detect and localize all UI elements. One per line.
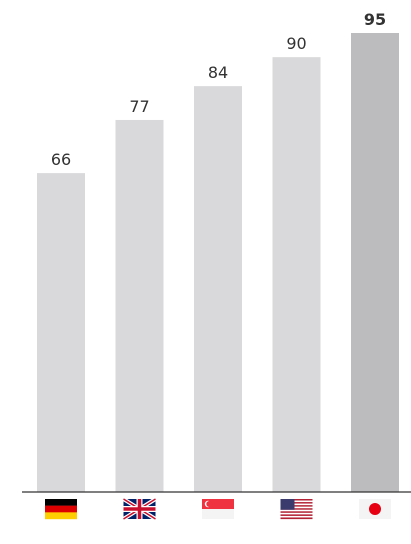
flag-stripe (280, 502, 313, 504)
value-label: 77 (129, 97, 149, 116)
flag-cross (123, 499, 156, 519)
flag-stripe (280, 506, 313, 509)
flag-stripe (280, 514, 313, 517)
flag-stripe (280, 511, 313, 513)
flag-icon (202, 499, 234, 519)
flag-stripe (280, 499, 313, 501)
bar (37, 173, 85, 492)
flag-canton (280, 499, 295, 510)
flag-stripe (280, 515, 313, 518)
bar (272, 57, 321, 492)
bar (194, 86, 242, 492)
bar (115, 119, 164, 493)
flag-moon (206, 501, 213, 507)
value-label: 66 (51, 150, 71, 169)
flag-stripe (45, 499, 77, 506)
flag-stripe (280, 517, 313, 520)
flag-stripe (280, 508, 313, 510)
flag-icon (359, 499, 391, 519)
value-label: 90 (286, 34, 306, 53)
flag-stripe (45, 505, 77, 513)
flag-disc (369, 503, 381, 515)
flag-stripe (280, 500, 313, 503)
flag-stripe (280, 509, 313, 512)
value-label: 84 (208, 63, 228, 82)
value-label: 95 (364, 10, 386, 29)
flag-stripe (280, 512, 313, 515)
flag-stripe (280, 503, 313, 506)
bar (351, 33, 399, 492)
flag-stripe (45, 512, 77, 520)
flag-icon (122, 497, 157, 521)
flag-icon (280, 499, 313, 520)
flag-stripe (280, 505, 313, 507)
flag-stripe (202, 499, 234, 509)
flag-icon (45, 499, 77, 520)
